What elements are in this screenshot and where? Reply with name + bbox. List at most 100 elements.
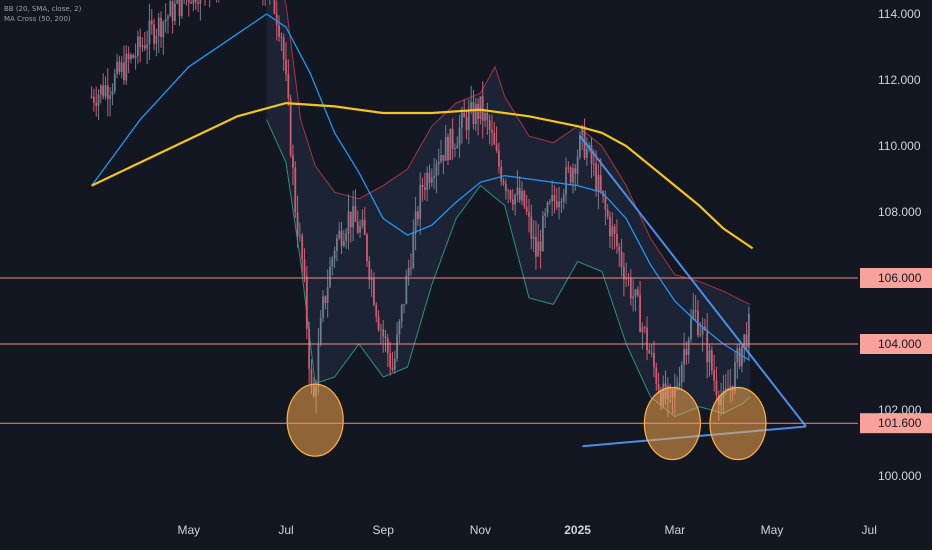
candle-body [132,55,135,58]
ma-cross-legend: MA Cross (50, 200) [4,15,71,23]
candle-body [532,236,535,239]
candle-body [292,155,294,168]
candle-body [639,295,641,332]
candle-body [174,3,176,21]
candle-body [558,201,560,208]
candle-body [562,194,565,202]
ma200-line [91,101,754,250]
candle-body [162,21,165,38]
candle-body [699,334,702,336]
candle-body [609,216,611,237]
x-tick-label: Sep [373,523,395,537]
candle-body [447,136,449,160]
candle-body [287,74,290,99]
horizontal-levels [0,277,858,424]
candle-body [613,226,616,234]
candle-body [442,154,445,161]
candle-body [676,385,679,387]
candle-body [421,184,424,188]
candle-body [456,145,459,149]
candle-body [551,195,554,202]
candle-body [296,212,299,237]
candle-body [747,313,750,348]
candle-body [417,211,419,220]
candle-body [555,201,558,208]
candle-body [116,61,118,74]
candle-body [611,226,614,237]
candle-body [375,304,378,317]
candle-body [280,36,283,38]
candle-body [403,303,405,306]
candle-body [479,96,482,119]
candle-body [463,112,466,118]
candle-body [405,275,408,304]
candle-body [273,0,276,14]
candle-body [139,36,142,48]
candle-body [634,289,637,297]
candle-body [197,2,199,4]
candle-body [509,190,512,200]
candle-body [389,353,392,368]
candle-body [604,196,607,210]
candle-body [599,175,602,191]
candle-body [407,267,410,276]
candle-body [370,278,373,280]
y-tick-label: 108.000 [878,205,922,219]
candle-body [576,156,579,174]
candle-body [340,230,343,246]
candle-body [113,73,116,91]
candle-body [567,167,570,169]
candle-body [643,327,646,329]
candle-body [648,350,651,354]
candle-body [572,168,574,183]
candle-body [470,102,473,110]
bollinger-upper-line [284,0,751,305]
candle-body [146,44,149,49]
candle-body [285,59,287,75]
x-tick-label: Nov [470,523,491,537]
candle-body [118,61,121,73]
candle-body [474,104,477,125]
candle-body [305,276,308,329]
candle-body [180,0,183,17]
candle-body [419,184,422,220]
candle-body [736,348,739,363]
candle-body [396,334,398,359]
candle-body [622,266,625,280]
level-tag-label-2: 101.600 [878,416,922,430]
candle-body [187,0,190,3]
candle-body [632,296,635,299]
candle-body [97,94,100,106]
candle-body [525,206,528,212]
candle-body [495,144,498,151]
candle-body [620,251,623,267]
candle-body [537,241,540,257]
y-tick-label: 112.000 [878,73,921,87]
x-tick-label: Mar [664,523,685,537]
candle-body [713,370,716,381]
candle-body [192,0,195,4]
candle-body [486,112,489,121]
candle-body [430,177,433,183]
candle-body [359,226,361,233]
candle-body [465,117,468,131]
candles [90,0,750,421]
x-tick-label: Jul [862,523,877,537]
candle-body [148,20,151,45]
candle-body [310,368,313,385]
y-tick-label: 110.000 [878,139,921,153]
level-tag-0 [860,268,932,288]
candle-body [329,266,331,288]
candle-body [127,53,130,60]
candle-body [336,238,338,251]
candle-body [199,0,202,4]
bollinger-band-fill [266,0,751,417]
candle-body [141,45,144,48]
candle-body [743,334,746,347]
candle-body [574,168,577,174]
candle-body [530,216,533,239]
candle-body [500,166,503,182]
candle-body [428,172,431,183]
candle-body [565,167,567,195]
